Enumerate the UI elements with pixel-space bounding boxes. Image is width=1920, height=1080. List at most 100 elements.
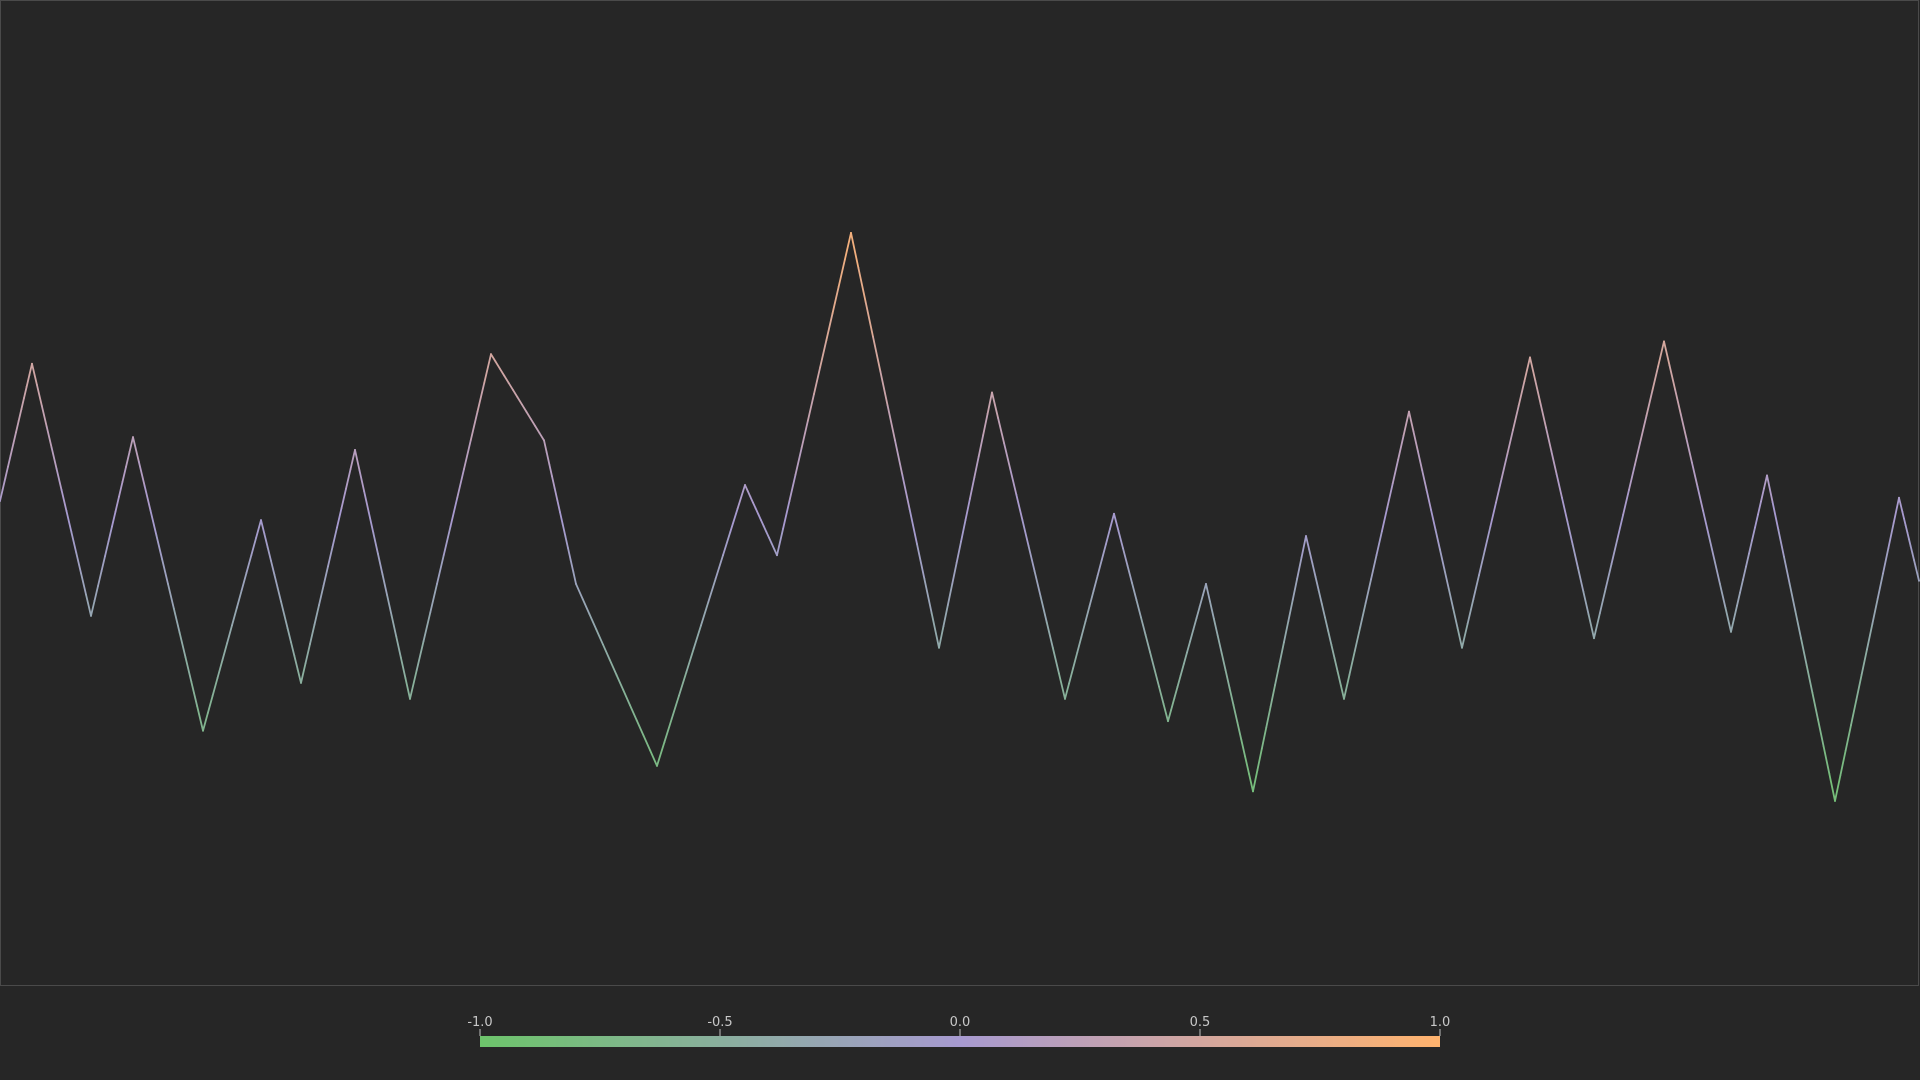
line-segment [132,436,140,463]
line-segment [270,559,276,576]
line-segment [1539,403,1547,429]
line-segment [1800,637,1808,667]
line-segment [1173,685,1179,700]
line-segment [1339,684,1345,700]
line-segment [75,551,83,575]
line-segment [1003,442,1012,470]
data-point [1898,496,1900,499]
line-segment [512,389,519,399]
line-segment [155,534,164,561]
line-segment [1582,590,1590,616]
line-segment [746,489,752,498]
line-segment [946,583,954,607]
line-segment [1616,513,1625,541]
line-segment [476,382,486,413]
line-segment [1072,651,1079,669]
line-segment [1736,591,1741,607]
data-point [202,729,204,732]
line-segment [1009,468,1018,496]
line-segment [1645,389,1654,417]
line-segment [714,554,724,580]
line-segment [1534,379,1542,406]
line-segment [534,425,541,435]
line-segment [635,719,645,737]
line-segment [1244,755,1250,775]
line-segment [1131,581,1138,602]
line-segment [1381,506,1389,533]
line-segment [1724,606,1732,633]
line-segment [692,624,702,650]
line-segment [1828,772,1836,802]
data-point [90,614,92,617]
line-segment [1308,548,1314,565]
line-segment [1327,630,1333,646]
line-segment [100,555,106,573]
line-segment [494,360,501,370]
line-segment [521,403,528,413]
line-segment [216,659,224,679]
line-segment [1495,477,1503,504]
line-segment [1109,512,1115,531]
line-segment [1587,613,1595,640]
data-point [1529,356,1531,359]
line-segment [1783,555,1791,585]
line-segment [1887,522,1895,550]
line-segment [1571,543,1579,569]
line-segment [422,611,432,643]
line-segment [1805,664,1814,694]
line-segment [1691,461,1699,488]
line-segment [1839,749,1847,777]
line-segment [45,425,53,449]
line-segment [1452,607,1459,629]
line-segment [525,410,532,420]
line-segment [529,417,537,427]
line-segment [1478,550,1486,577]
line-segment [1748,539,1753,555]
line-segment [1408,410,1415,433]
line-segment [670,694,680,720]
line-segment [107,525,113,543]
line-segment [602,643,611,661]
line-segment [1876,572,1884,600]
line-segment [211,677,219,697]
colorbar-gradient [480,1036,1440,1047]
data-point [132,436,134,439]
line-segment [1545,426,1553,452]
line-segment [886,404,896,442]
line-segment [1353,626,1362,652]
line-segment [1651,365,1660,392]
data-point [1167,720,1169,723]
line-segment [1633,439,1642,466]
line-segment [507,382,514,391]
line-segment [729,507,739,533]
line-segment [1189,628,1195,643]
line-segment [1822,745,1831,775]
line-segment [260,519,266,535]
line-segment [372,531,379,555]
line-segment [231,606,238,627]
line-segment [449,496,459,528]
line-segment [754,507,760,516]
line-segment [273,573,279,589]
line-segment [768,536,773,545]
line-segment [1153,668,1160,688]
line-segment [1561,496,1569,523]
line-segment [1745,552,1750,568]
line-segment [1170,697,1176,711]
line-segment [104,540,110,558]
line-segment [997,417,1006,445]
line-segment [245,554,253,574]
line-segment [442,525,452,557]
line-segment [93,585,99,602]
data-point [543,439,545,442]
line-segment [250,536,258,557]
line-segment [1911,552,1915,561]
line-segment [678,671,688,697]
line-segment [7,454,12,468]
line-segment [1628,464,1636,491]
line-segment [700,601,710,627]
line-segment [1140,616,1147,636]
line-segment [50,446,58,470]
line-segment [167,583,175,610]
line-segment [642,734,652,752]
